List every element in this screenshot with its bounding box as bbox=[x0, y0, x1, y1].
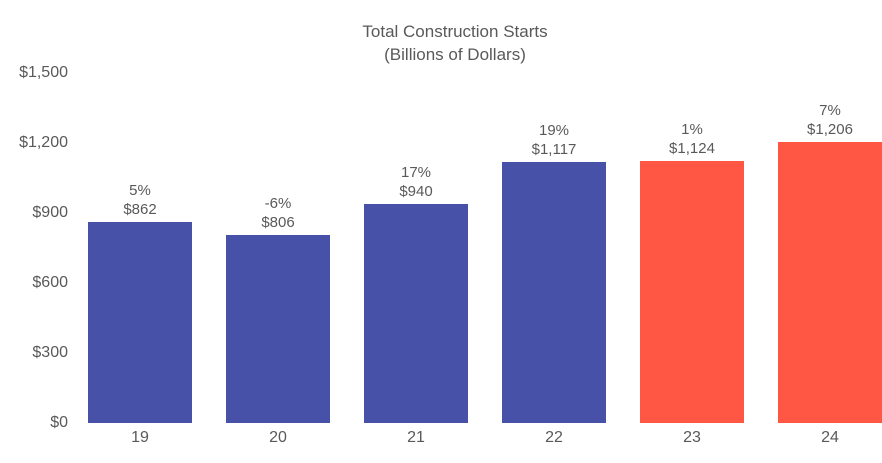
bar-24 bbox=[778, 141, 882, 423]
x-tick-label: 19 bbox=[131, 429, 149, 446]
chart-title-block: Total Construction Starts (Billions of D… bbox=[362, 20, 547, 66]
bar-data-label: 17% $940 bbox=[347, 163, 485, 201]
bar-21 bbox=[364, 203, 468, 423]
x-tick-label: 20 bbox=[269, 429, 287, 446]
bar-data-label: 7% $1,206 bbox=[761, 101, 882, 139]
bar-pct-label: 19% bbox=[538, 122, 570, 140]
bar-value-label: $806 bbox=[261, 213, 295, 231]
bar-value-label: $940 bbox=[399, 182, 433, 200]
y-tick-label: $0 bbox=[50, 414, 68, 431]
bar-19 bbox=[88, 221, 192, 423]
bar-data-label: -6% $806 bbox=[209, 194, 347, 232]
chart-subtitle: (Billions of Dollars) bbox=[384, 45, 526, 64]
y-tick-label: $900 bbox=[32, 204, 68, 221]
bar-data-label: 1% $1,124 bbox=[623, 120, 761, 158]
bar-data-label: 19% $1,117 bbox=[485, 121, 623, 159]
bar-data-label: 5% $862 bbox=[71, 181, 209, 219]
bar-pct-label: 17% bbox=[400, 163, 432, 181]
y-tick-label: $600 bbox=[32, 274, 68, 291]
bar-pct-label: 5% bbox=[129, 181, 151, 199]
bar-pct-label: 1% bbox=[681, 120, 703, 138]
bar-20 bbox=[226, 234, 330, 423]
bar-pct-label: -6% bbox=[264, 194, 292, 212]
bar-22 bbox=[502, 162, 606, 423]
y-tick-label: $1,500 bbox=[19, 64, 68, 81]
x-tick-label: 24 bbox=[821, 429, 839, 446]
y-tick-label: $1,200 bbox=[19, 134, 68, 151]
y-tick-label: $300 bbox=[32, 344, 68, 361]
bar-value-label: $1,117 bbox=[531, 141, 577, 159]
x-tick-label: 23 bbox=[683, 429, 701, 446]
x-tick-label: 21 bbox=[407, 429, 425, 446]
bar-pct-label: 7% bbox=[819, 101, 841, 119]
chart-title: Total Construction Starts bbox=[362, 22, 548, 41]
bar-value-label: $1,206 bbox=[807, 120, 853, 138]
x-tick-label: 22 bbox=[545, 429, 563, 446]
bar-value-label: $862 bbox=[123, 200, 157, 218]
bar-value-label: $1,124 bbox=[669, 139, 715, 157]
bar-23 bbox=[640, 160, 744, 423]
